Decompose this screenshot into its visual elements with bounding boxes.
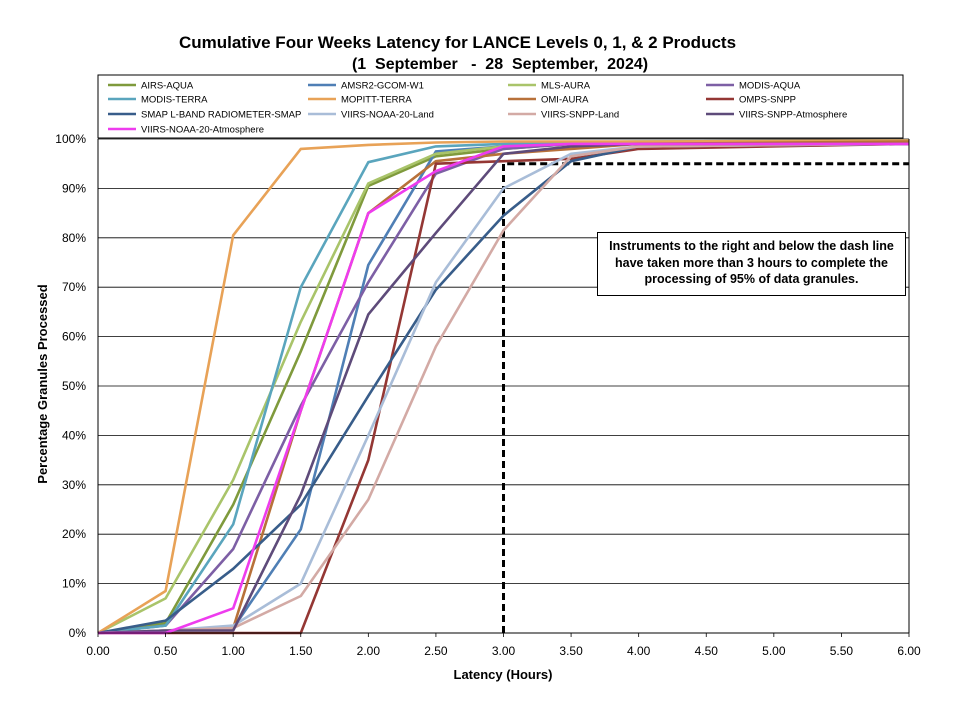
chart-title: Cumulative Four Weeks Latency for LANCE …: [178, 33, 737, 52]
x-tick-label: 4.00: [627, 644, 651, 658]
y-tick-label: 50%: [62, 379, 86, 393]
legend: AIRS-AQUA AMSR2-GCOM-W1 MLS-AURA MODIS-AQUA…: [97, 74, 904, 139]
x-tick-label: 6.00: [897, 644, 921, 658]
series-line-smap-l-band-radiometer-smap: [97, 142, 910, 635]
x-tick-label: 0.50: [154, 644, 178, 658]
series-line-mopitt-terra: [97, 139, 910, 635]
x-tick-label: 0.00: [86, 644, 110, 658]
y-tick-label: 60%: [62, 330, 86, 344]
chart-subtitle: (1 September - 28 September, 2024): [351, 56, 649, 73]
y-tick-label: 20%: [62, 527, 86, 541]
legend-label: MODIS-AQUA: [739, 81, 801, 92]
legend-label: MOPITT-TERRA: [341, 95, 412, 106]
legend-label: AMSR2-GCOM-W1: [341, 81, 424, 92]
legend-label: VIIRS-SNPP-Atmosphere: [739, 110, 847, 121]
y-tick-label: 100%: [55, 132, 86, 146]
y-tick-label: 90%: [62, 181, 86, 195]
threshold-line: [502, 162, 909, 633]
legend-label: VIIRS-NOAA-20-Land: [341, 110, 434, 121]
x-tick-label: 2.00: [357, 644, 381, 658]
legend-box: [97, 74, 904, 139]
x-tick-label: 5.50: [830, 644, 854, 658]
y-tick-label: 10%: [62, 577, 86, 591]
axes: 0% 10% 20% 30% 40% 50% 60% 70% 80% 90% 100% 0.00 0.5…: [55, 132, 921, 658]
threshold-dashed-line: [502, 162, 909, 633]
legend-label: MLS-AURA: [541, 81, 591, 92]
series-lines: [97, 139, 910, 635]
x-tick-label: 1.50: [289, 644, 313, 658]
x-tick-label: 5.00: [762, 644, 786, 658]
series-line-viirs-noaa-20-atmosphere: [98, 142, 909, 635]
y-tick-label: 70%: [62, 280, 86, 294]
x-tick-label: 1.00: [221, 644, 245, 658]
x-axis-label: Latency (Hours): [454, 667, 553, 682]
annotation-box: Instruments to the right and below the d…: [597, 232, 906, 296]
x-tick-label: 2.50: [424, 644, 448, 658]
x-tick-label: 3.50: [559, 644, 583, 658]
y-tick-label: 30%: [62, 478, 86, 492]
y-axis-label: Percentage Granules Processed: [35, 284, 50, 483]
legend-label: MODIS-TERRA: [141, 95, 208, 106]
legend-label: SMAP L-BAND RADIOMETER-SMAP: [141, 110, 301, 121]
legend-label: VIIRS-SNPP-Land: [541, 110, 619, 121]
x-tick-label: 3.00: [492, 644, 516, 658]
y-tick-label: 80%: [62, 231, 86, 245]
legend-label: OMI-AURA: [541, 95, 589, 106]
legend-label: VIIRS-NOAA-20-Atmosphere: [141, 125, 264, 136]
legend-label: AIRS-AQUA: [141, 81, 194, 92]
y-tick-label: 40%: [62, 428, 86, 442]
x-tick-label: 4.50: [695, 644, 719, 658]
y-tick-label: 0%: [69, 626, 87, 640]
legend-label: OMPS-SNPP: [739, 95, 796, 106]
